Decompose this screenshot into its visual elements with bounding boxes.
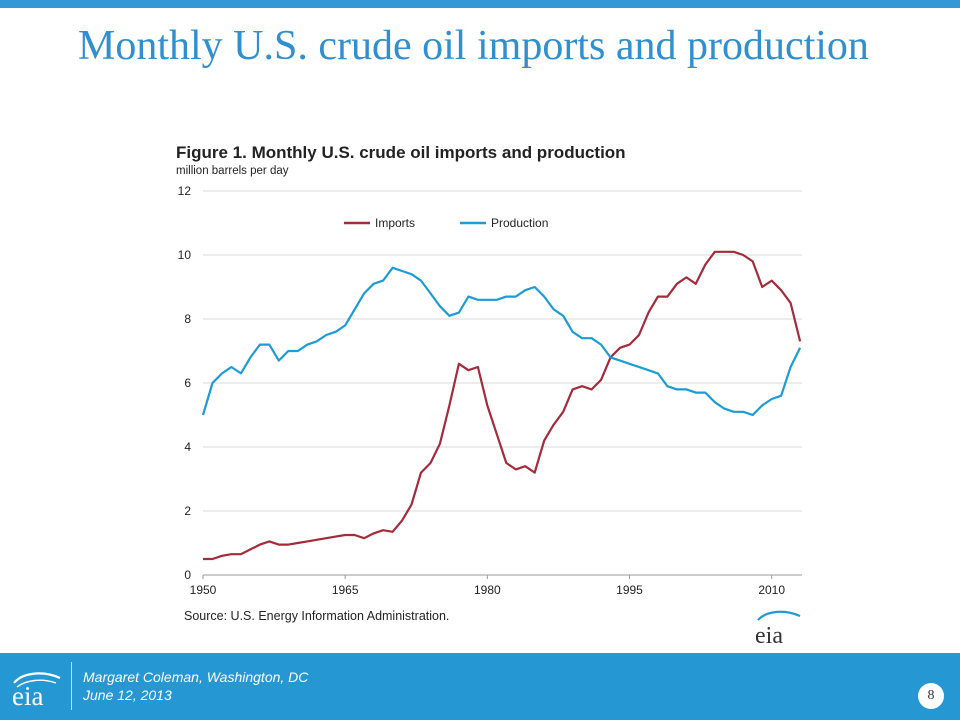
y-tick-label: 8 xyxy=(184,312,191,326)
eia-logo-icon: eia xyxy=(12,672,61,711)
y-tick-label: 10 xyxy=(178,248,192,262)
x-tick-label: 1950 xyxy=(190,583,217,597)
series-line-imports xyxy=(203,250,802,561)
series-lines xyxy=(201,250,802,561)
chart-figure: Figure 1. Monthly U.S. crude oil imports… xyxy=(170,132,820,652)
y-tick-label: 0 xyxy=(184,568,191,582)
y-axis-label: million barrels per day xyxy=(176,165,289,177)
y-tick-label: 4 xyxy=(184,440,191,454)
footer-bar: eia Margaret Coleman, Washington, DC Jun… xyxy=(0,653,960,720)
y-tick-label: 12 xyxy=(178,184,192,198)
line-chart: Figure 1. Monthly U.S. crude oil imports… xyxy=(176,143,802,649)
footer-eia-logo-text: eia xyxy=(12,681,43,707)
series-line-production xyxy=(201,266,802,417)
x-tick-label: 2010 xyxy=(758,583,785,597)
chart-title: Figure 1. Monthly U.S. crude oil imports… xyxy=(176,143,626,162)
x-tick-label: 1995 xyxy=(616,583,643,597)
presentation-date: June 12, 2013 xyxy=(83,687,172,703)
slide-title: Monthly U.S. crude oil imports and produ… xyxy=(78,23,869,69)
footer-eia-logo: eia xyxy=(8,667,68,711)
y-tick-label: 2 xyxy=(184,504,191,518)
x-tick-label: 1965 xyxy=(332,583,359,597)
legend: Imports Production xyxy=(344,216,548,230)
top-accent-bar xyxy=(0,0,960,8)
presenter-name: Margaret Coleman, Washington, DC xyxy=(83,669,309,685)
chart-source-note: Source: U.S. Energy Information Administ… xyxy=(184,609,449,623)
chart-eia-logo-text: eia xyxy=(755,623,783,649)
tick-labels: 0 2 4 6 8 10 12 1950 1965 1980 1995 2010 xyxy=(178,184,786,597)
y-tick-label: 6 xyxy=(184,376,191,390)
page-number-badge: 8 xyxy=(918,683,944,709)
x-tick-label: 1980 xyxy=(474,583,501,597)
legend-label-imports: Imports xyxy=(375,216,415,230)
gridlines xyxy=(202,190,802,579)
chart-eia-logo: eia xyxy=(755,610,801,649)
footer-divider xyxy=(71,662,72,710)
legend-label-production: Production xyxy=(491,216,548,230)
